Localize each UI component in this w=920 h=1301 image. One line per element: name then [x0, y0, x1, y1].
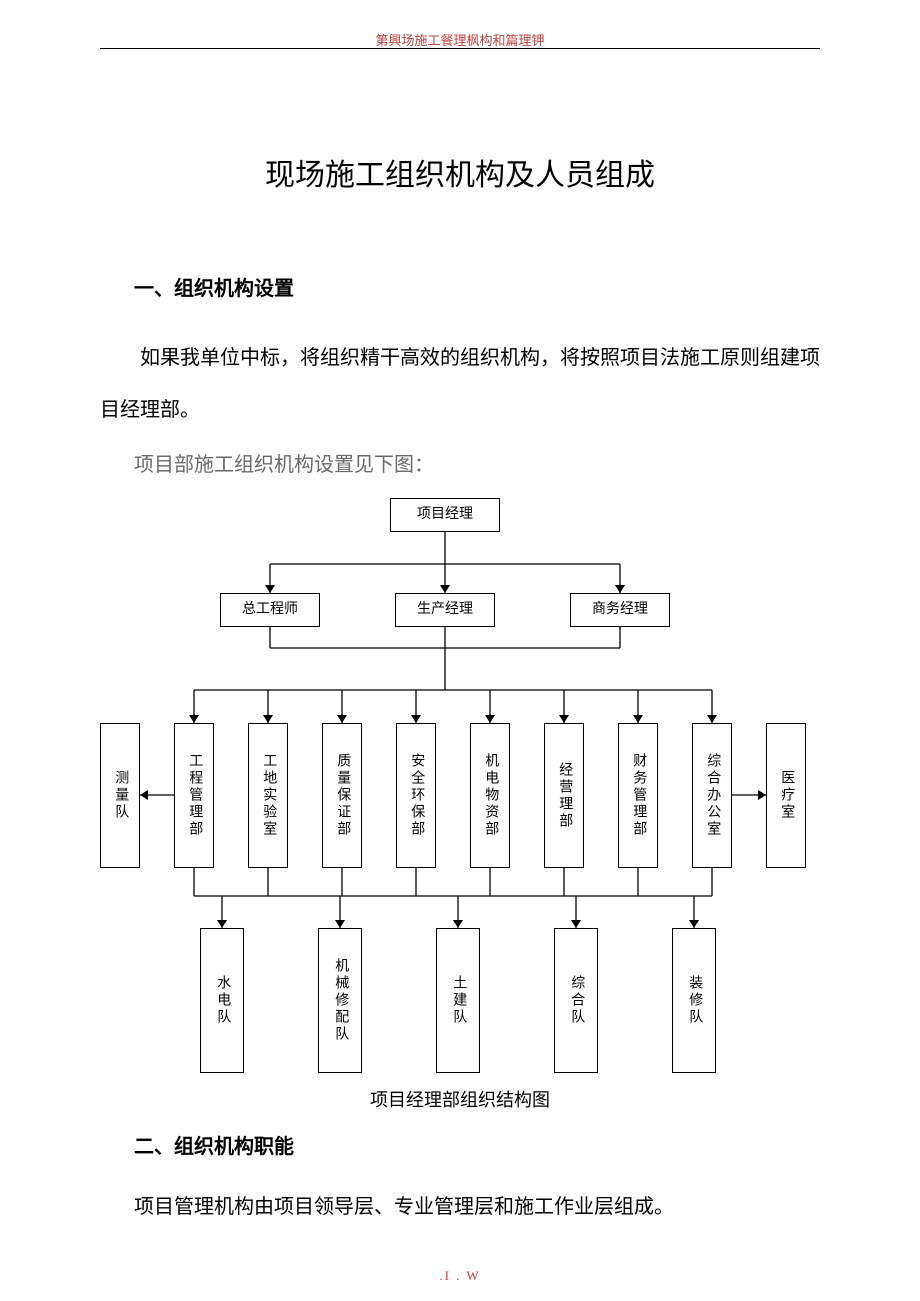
paragraph-3: 项目管理机构由项目领导层、专业管理层和施工作业层组成。 — [134, 1190, 674, 1219]
org-chart-connectors — [100, 498, 820, 1088]
chart-caption: 项目经理部组织结构图 — [0, 1086, 920, 1112]
header-underline — [100, 48, 820, 49]
page-title: 现场施工组织机构及人员组成 — [0, 150, 920, 194]
paragraph-2: 项目部施工组织机构设置见下图： — [134, 448, 434, 477]
page-header: 第興场施工餐理枫构和篇理钾 — [0, 30, 920, 49]
paragraph-1: 如果我单位中标，将组织精干高效的组织机构，将按照项目法施工原则组建项目经理部。 — [100, 332, 820, 436]
section-2-heading: 二、组织机构职能 — [134, 1130, 294, 1159]
org-chart: 项目经理总工程师生产经理商务经理测量队工程管理部工地实验室质量保证部安全环保部机… — [100, 498, 820, 1088]
section-1-heading: 一、组织机构设置 — [134, 272, 294, 301]
page-footer: .I . W — [0, 1268, 920, 1284]
